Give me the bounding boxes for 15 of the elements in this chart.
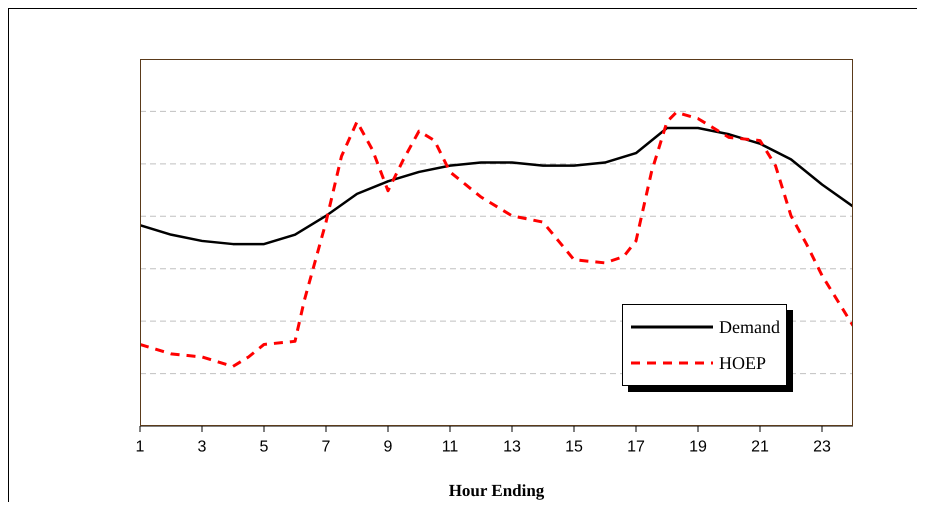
x-tick-label: 21 xyxy=(751,438,769,456)
x-tick-label: 3 xyxy=(198,438,207,456)
x-tick-label: 17 xyxy=(627,438,645,456)
x-axis-title: Hour Ending xyxy=(448,481,545,500)
x-tick-label: 1 xyxy=(136,438,145,456)
legend-label: HOEP xyxy=(719,352,766,374)
x-tick-label: 5 xyxy=(260,438,269,456)
x-tick-label: 11 xyxy=(442,438,458,456)
x-tick-label: 15 xyxy=(565,438,583,456)
x-tick-label: 7 xyxy=(322,438,331,456)
x-tick-label: 13 xyxy=(503,438,521,456)
x-tick-label: 23 xyxy=(813,438,831,456)
legend-label: Demand xyxy=(719,316,780,338)
x-tick-label: 9 xyxy=(384,438,393,456)
x-tick-label: 19 xyxy=(689,438,707,456)
